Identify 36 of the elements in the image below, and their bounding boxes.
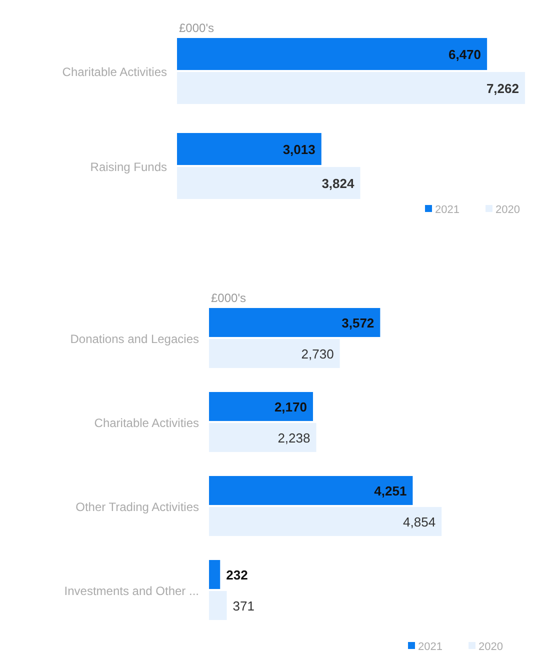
legend-label: 2021 xyxy=(435,204,460,216)
y-tick-label: Raising Funds xyxy=(90,160,167,174)
bar xyxy=(209,476,413,505)
y-tick-label: Investments and Other ... xyxy=(64,584,199,598)
x-axis-title: £000's xyxy=(179,21,214,35)
bar xyxy=(209,339,340,368)
data-label: 371 xyxy=(232,598,254,614)
legend-label: 2020 xyxy=(495,204,520,216)
x-axis-title: £000's xyxy=(211,291,246,305)
bar xyxy=(177,133,322,165)
bar xyxy=(209,507,442,536)
data-label: 232 xyxy=(226,568,248,582)
y-tick-label: Donations and Legacies xyxy=(70,332,199,346)
bar xyxy=(177,72,525,104)
bar xyxy=(209,392,313,421)
y-tick-label: Charitable Activities xyxy=(62,65,167,79)
bar xyxy=(209,308,380,337)
data-label: 6,470 xyxy=(448,47,482,62)
data-label: 3,824 xyxy=(322,176,356,191)
data-label: 4,251 xyxy=(374,484,407,498)
bar xyxy=(209,591,227,620)
data-label: 7,262 xyxy=(486,81,519,96)
data-label: 2,238 xyxy=(278,430,310,446)
bar xyxy=(209,560,220,589)
bar xyxy=(177,38,488,70)
data-label: 3,572 xyxy=(342,316,374,330)
data-label: 3,013 xyxy=(282,142,316,157)
legend-label: 2020 xyxy=(478,641,503,653)
legend-label: 2021 xyxy=(418,641,442,653)
y-tick-label: Charitable Activities xyxy=(94,416,199,430)
data-label: 4,854 xyxy=(403,514,436,530)
data-label: 2,170 xyxy=(274,400,307,414)
bar xyxy=(177,167,360,199)
data-label: 2,730 xyxy=(301,346,334,362)
bar xyxy=(209,423,316,452)
y-tick-label: Other Trading Activities xyxy=(76,500,199,514)
